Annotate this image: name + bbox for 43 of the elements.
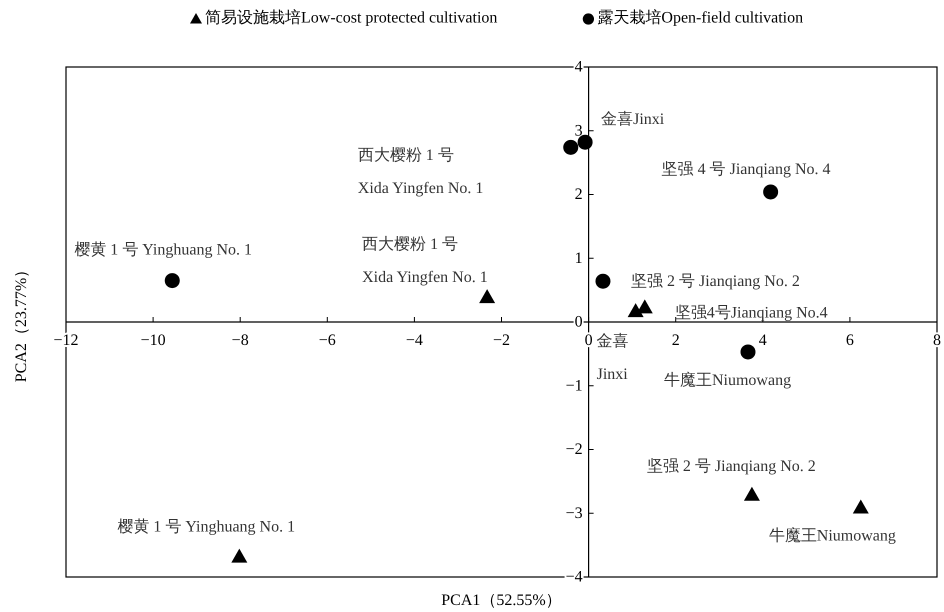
point xyxy=(740,344,756,360)
annotation: 西大樱粉 1 号 Xida Yingfen No. 1 xyxy=(362,234,488,286)
annotation: 樱黄 1 号 Yinghuang No. 1 xyxy=(117,517,296,536)
point xyxy=(763,184,778,200)
y-tick-label: −3 xyxy=(566,504,583,522)
x-tick-label: −4 xyxy=(406,332,423,349)
y-tick-label: −2 xyxy=(566,441,583,458)
x-axis-title: PCA1（52.55%） xyxy=(441,592,562,609)
point xyxy=(578,134,593,150)
x-tick-label: 2 xyxy=(672,332,680,349)
point xyxy=(595,274,610,289)
y-tick-label: 3 xyxy=(574,122,583,140)
annotation: 樱黄 1 号 Yinghuang No. 1 xyxy=(74,240,252,258)
x-tick-label: −6 xyxy=(318,332,336,349)
y-tick-label: 2 xyxy=(574,186,583,203)
point xyxy=(563,140,578,155)
legend-label: 露天栽培Open-field cultivation xyxy=(597,8,804,26)
point xyxy=(744,486,760,501)
x-tick-label: −10 xyxy=(140,332,166,349)
y-axis-title: PCA2（23.77%） xyxy=(13,262,30,382)
annotation: 金喜 Jinxi xyxy=(596,332,629,383)
annotation: 金喜Jinxi xyxy=(601,110,665,128)
x-tick-label: −8 xyxy=(232,332,249,349)
y-tick-label: −1 xyxy=(566,377,583,394)
annotation: 坚强 2 号 Jianqiang No. 2 xyxy=(646,457,816,474)
point xyxy=(479,289,496,304)
annotation: 坚强4号Jianqiang No.4 xyxy=(674,304,828,321)
y-tick-label: −4 xyxy=(566,568,583,586)
annotation: 坚强 4 号 Jianqiang No. 4 xyxy=(662,160,831,178)
point xyxy=(852,500,869,514)
legend-label: 简易设施栽培Low-cost protected cultivation xyxy=(205,8,498,26)
y-tick-label: 1 xyxy=(574,250,583,267)
x-tick-label: 4 xyxy=(758,332,767,349)
x-tick-label: −2 xyxy=(492,332,510,349)
annotation: 坚强 2 号 Jianqiang No. 2 xyxy=(630,272,800,290)
annotation: 西大樱粉 1 号 Xida Yingfen No. 1 xyxy=(358,146,484,197)
point xyxy=(164,273,180,288)
annotation: 牛魔王Niumowang xyxy=(664,370,792,388)
annotation: 牛魔王Niumowang xyxy=(768,526,896,544)
point xyxy=(231,548,248,563)
x-tick-label: 6 xyxy=(846,332,854,349)
y-tick-label: 4 xyxy=(574,58,583,76)
y-tick-label: 0 xyxy=(574,314,583,330)
